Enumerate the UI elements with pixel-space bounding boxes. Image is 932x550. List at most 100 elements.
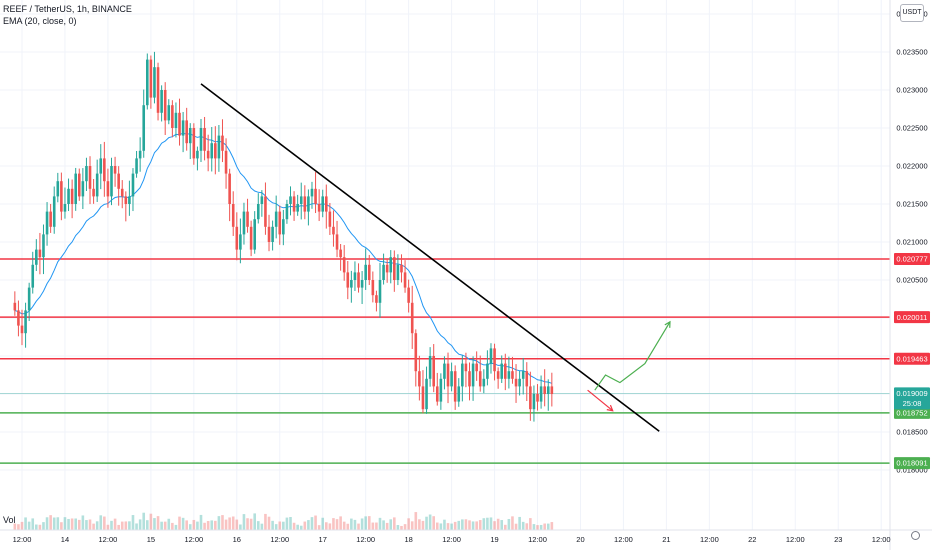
y-tick-label: 0.018000 — [896, 466, 927, 475]
currency-button[interactable]: USDT — [900, 4, 924, 22]
volume-bar — [428, 514, 432, 530]
candle-body — [239, 234, 242, 250]
candle-body — [478, 371, 482, 387]
volume-bar — [271, 520, 274, 530]
candle-body — [85, 166, 88, 182]
candle-body — [529, 386, 532, 410]
volume-bar — [196, 521, 199, 530]
candle-body — [507, 371, 511, 379]
x-tick-label: 15 — [147, 535, 155, 544]
candle-body — [171, 105, 174, 128]
volume-bar — [393, 517, 396, 530]
candle-body — [210, 143, 214, 159]
volume-bar — [403, 524, 407, 530]
volume-bar — [120, 521, 124, 530]
candle-body — [536, 394, 539, 402]
candle-body — [428, 356, 432, 379]
volume-bar — [188, 524, 192, 530]
volume-bar — [246, 518, 249, 530]
volume-bar — [81, 515, 85, 530]
volume-bar — [414, 512, 418, 530]
volume-bar — [242, 514, 246, 530]
candle-body — [224, 150, 228, 174]
volume-bar — [178, 516, 181, 530]
volume-bar — [350, 518, 353, 530]
candle-body — [310, 188, 314, 197]
candle-body — [450, 371, 453, 387]
candle-body — [67, 188, 70, 204]
volume-bar — [360, 518, 364, 530]
candle-body — [493, 348, 496, 372]
x-tick-label: 19 — [490, 535, 498, 544]
candle-body — [188, 128, 192, 144]
candle-body — [149, 59, 153, 98]
candle-body — [425, 378, 428, 410]
candle-body — [414, 333, 418, 372]
volume-bar — [457, 520, 461, 530]
candle-body — [299, 196, 303, 204]
candle-body — [421, 386, 425, 410]
volume-bar — [160, 521, 163, 530]
candle-body — [468, 371, 471, 387]
volume-bar — [253, 513, 256, 530]
candle-body — [289, 196, 292, 204]
volume-bar — [461, 519, 464, 530]
candle-body — [342, 257, 346, 273]
x-tick-label: 16 — [233, 535, 241, 544]
symbol-title[interactable]: REEF / TetherUS, 1h, BINANCE — [3, 4, 132, 14]
volume-bar — [181, 517, 185, 530]
candle-body — [92, 188, 95, 197]
indicator-legend[interactable]: EMA (20, close, 0) — [3, 16, 77, 26]
volume-bar — [264, 513, 267, 530]
x-tick-label: 12:00 — [184, 535, 203, 544]
volume-bar — [60, 522, 63, 530]
volume-label: Vol — [3, 515, 16, 525]
candle-body — [550, 386, 554, 394]
volume-bar — [353, 519, 357, 530]
candle-body — [461, 363, 464, 387]
volume-bar — [20, 521, 24, 530]
candle-body — [353, 272, 357, 280]
candle-body — [443, 363, 446, 379]
y-tick-label: 0.021500 — [896, 200, 927, 209]
volume-bar — [249, 518, 253, 530]
volume-bars — [13, 512, 554, 530]
candle-body — [303, 196, 307, 212]
candle-body — [256, 204, 260, 220]
candle-body — [17, 310, 20, 326]
volume-bar — [85, 520, 88, 530]
volume-bar — [514, 523, 518, 530]
volume-bar — [418, 519, 421, 530]
volume-bar — [357, 523, 360, 530]
volume-bar — [49, 515, 52, 530]
volume-bar — [45, 517, 49, 530]
x-tick-label: 17 — [319, 535, 327, 544]
x-tick-label: 21 — [662, 535, 670, 544]
projection-up-arrow-head — [664, 320, 671, 328]
volume-bar — [239, 524, 242, 530]
candle-body — [156, 67, 160, 113]
volume-bar — [385, 522, 389, 530]
candle-body — [185, 120, 188, 144]
volume-bar — [13, 523, 17, 530]
volume-bar — [199, 514, 203, 530]
candle-body — [49, 211, 52, 227]
candle-body — [328, 211, 332, 227]
volume-bar — [342, 521, 346, 530]
candle-body — [511, 371, 514, 379]
volume-bar — [135, 523, 138, 530]
timezone-icon[interactable] — [911, 531, 920, 540]
volume-bar — [507, 518, 511, 530]
volume-bar — [335, 519, 339, 530]
countdown-label: 25:08 — [903, 399, 922, 408]
volume-bar — [106, 524, 110, 530]
trendline — [200, 83, 660, 432]
candle-body — [264, 196, 267, 227]
volume-bar — [99, 515, 103, 530]
volume-bar — [471, 521, 475, 530]
candle-body — [31, 264, 35, 288]
volume-bar — [228, 517, 231, 530]
candle-body — [231, 204, 235, 227]
candle-body — [274, 211, 278, 227]
